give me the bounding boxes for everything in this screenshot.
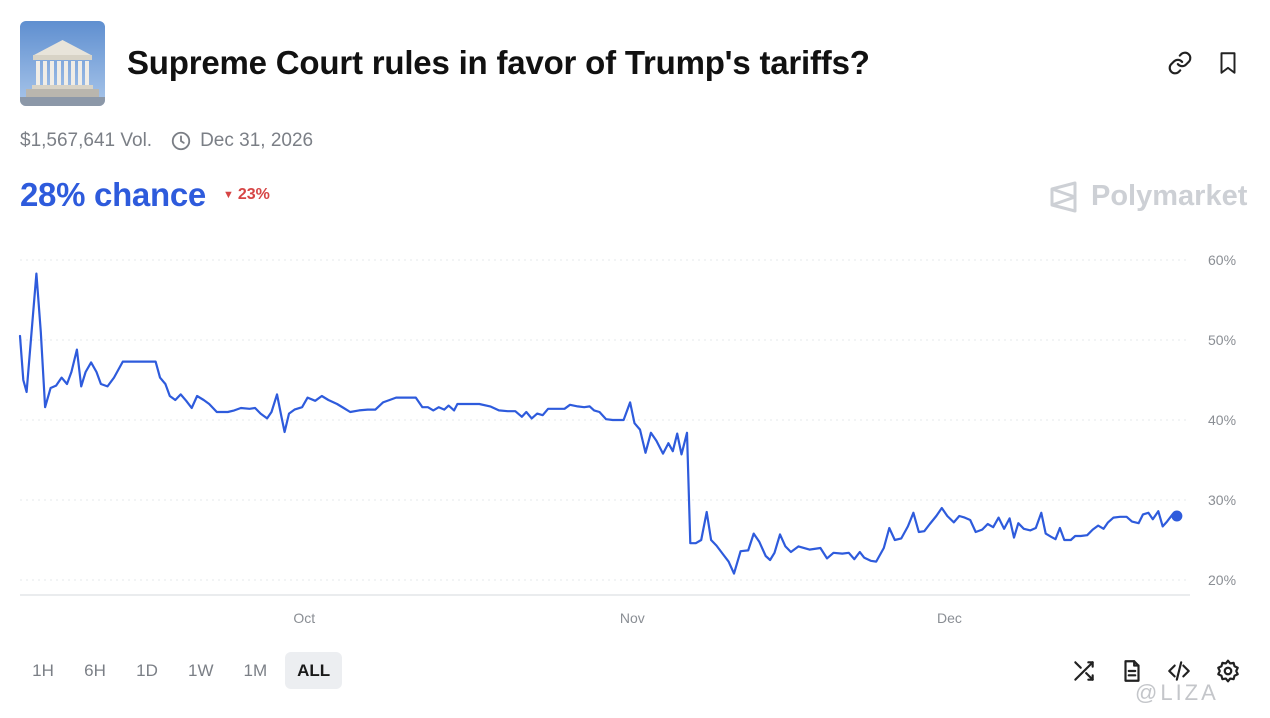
x-tick-label: Oct bbox=[293, 610, 315, 626]
supreme-court-image bbox=[20, 21, 105, 106]
clock-icon bbox=[171, 131, 191, 151]
x-tick-label: Dec bbox=[937, 610, 962, 626]
market-meta: $1,567,641 Vol. Dec 31, 2026 bbox=[20, 130, 313, 152]
chance-delta: ▼ 23% bbox=[223, 186, 270, 204]
end-date: Dec 31, 2026 bbox=[200, 130, 314, 151]
range-6h[interactable]: 6H bbox=[84, 660, 106, 680]
market-title: Supreme Court rules in favor of Trump's … bbox=[127, 44, 870, 81]
y-tick-label: 40% bbox=[1208, 412, 1236, 428]
polymarket-logo[interactable]: Polymarket bbox=[1049, 180, 1247, 213]
y-tick-label: 60% bbox=[1208, 252, 1236, 268]
y-tick-label: 30% bbox=[1208, 492, 1236, 508]
shuffle-icon[interactable] bbox=[1071, 658, 1097, 684]
volume-label: $1,567,641 Vol. bbox=[20, 130, 153, 151]
bookmark-icon[interactable] bbox=[1215, 50, 1241, 76]
chance-value: 28% chance bbox=[20, 176, 206, 213]
link-icon[interactable] bbox=[1167, 50, 1193, 76]
time-range-selector: 1H 6H 1D 1W 1M ALL bbox=[20, 652, 343, 689]
settings-icon[interactable] bbox=[1215, 658, 1241, 684]
delta-value: 23% bbox=[237, 186, 270, 203]
code-icon[interactable] bbox=[1166, 658, 1192, 684]
range-all[interactable]: ALL bbox=[285, 652, 343, 689]
brand-name: Polymarket bbox=[1091, 180, 1248, 212]
range-1w[interactable]: 1W bbox=[188, 660, 214, 680]
document-icon[interactable] bbox=[1119, 658, 1145, 684]
y-tick-label: 20% bbox=[1208, 572, 1236, 588]
down-triangle-icon: ▼ bbox=[222, 189, 234, 201]
range-1m[interactable]: 1M bbox=[243, 660, 268, 680]
price-chart[interactable]: 20% 30% 40% 50% 60% Oct Nov Dec bbox=[0, 240, 1270, 635]
chance-row: 28% chance ▼ 23% bbox=[20, 176, 270, 214]
watermark: @LIZA bbox=[1135, 680, 1219, 705]
range-1h[interactable]: 1H bbox=[32, 660, 54, 680]
range-1d[interactable]: 1D bbox=[136, 660, 158, 680]
y-tick-label: 50% bbox=[1208, 332, 1236, 348]
x-tick-label: Nov bbox=[620, 610, 645, 626]
polymarket-icon bbox=[1050, 181, 1077, 212]
market-thumbnail[interactable] bbox=[20, 21, 105, 106]
current-value-dot[interactable] bbox=[1171, 510, 1183, 522]
series-line bbox=[18, 272, 1178, 575]
